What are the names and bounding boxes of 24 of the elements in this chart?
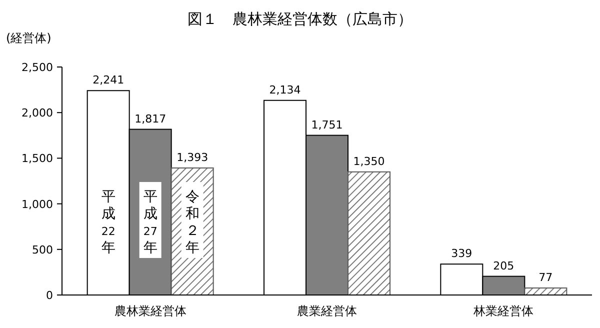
y-tick-label: 2,500 — [22, 61, 53, 74]
data-label: 1,350 — [353, 154, 385, 168]
chart-title: 図１ 農林業経営体数（広島市） — [188, 10, 412, 28]
x-tick-label: 林業経営体 — [472, 304, 534, 318]
y-tick-label: 0 — [46, 289, 53, 302]
series-label: 平成27年 — [143, 188, 158, 256]
data-label: 77 — [538, 270, 553, 284]
y-tick-label: 500 — [32, 243, 53, 256]
data-label: 339 — [451, 247, 472, 260]
series-label: 令和２年 — [185, 188, 200, 256]
data-label: 1,751 — [311, 118, 343, 132]
y-tick-label: 1,000 — [22, 198, 53, 211]
x-tick-label: 農業経営体 — [297, 304, 357, 318]
y-tick-label: 2,000 — [22, 106, 53, 120]
y-tick-label: 1,500 — [22, 152, 53, 166]
bar — [348, 171, 390, 296]
data-label: 2,134 — [269, 83, 301, 96]
data-label: 1,817 — [134, 112, 166, 126]
series-label: 平成22年 — [101, 188, 116, 256]
y-axis-title: (経営体) — [6, 31, 52, 45]
data-label: 1,393 — [176, 150, 208, 164]
x-tick-label: 農林業経営体 — [114, 304, 186, 318]
data-label: 2,241 — [92, 74, 124, 87]
data-label: 205 — [493, 259, 514, 272]
